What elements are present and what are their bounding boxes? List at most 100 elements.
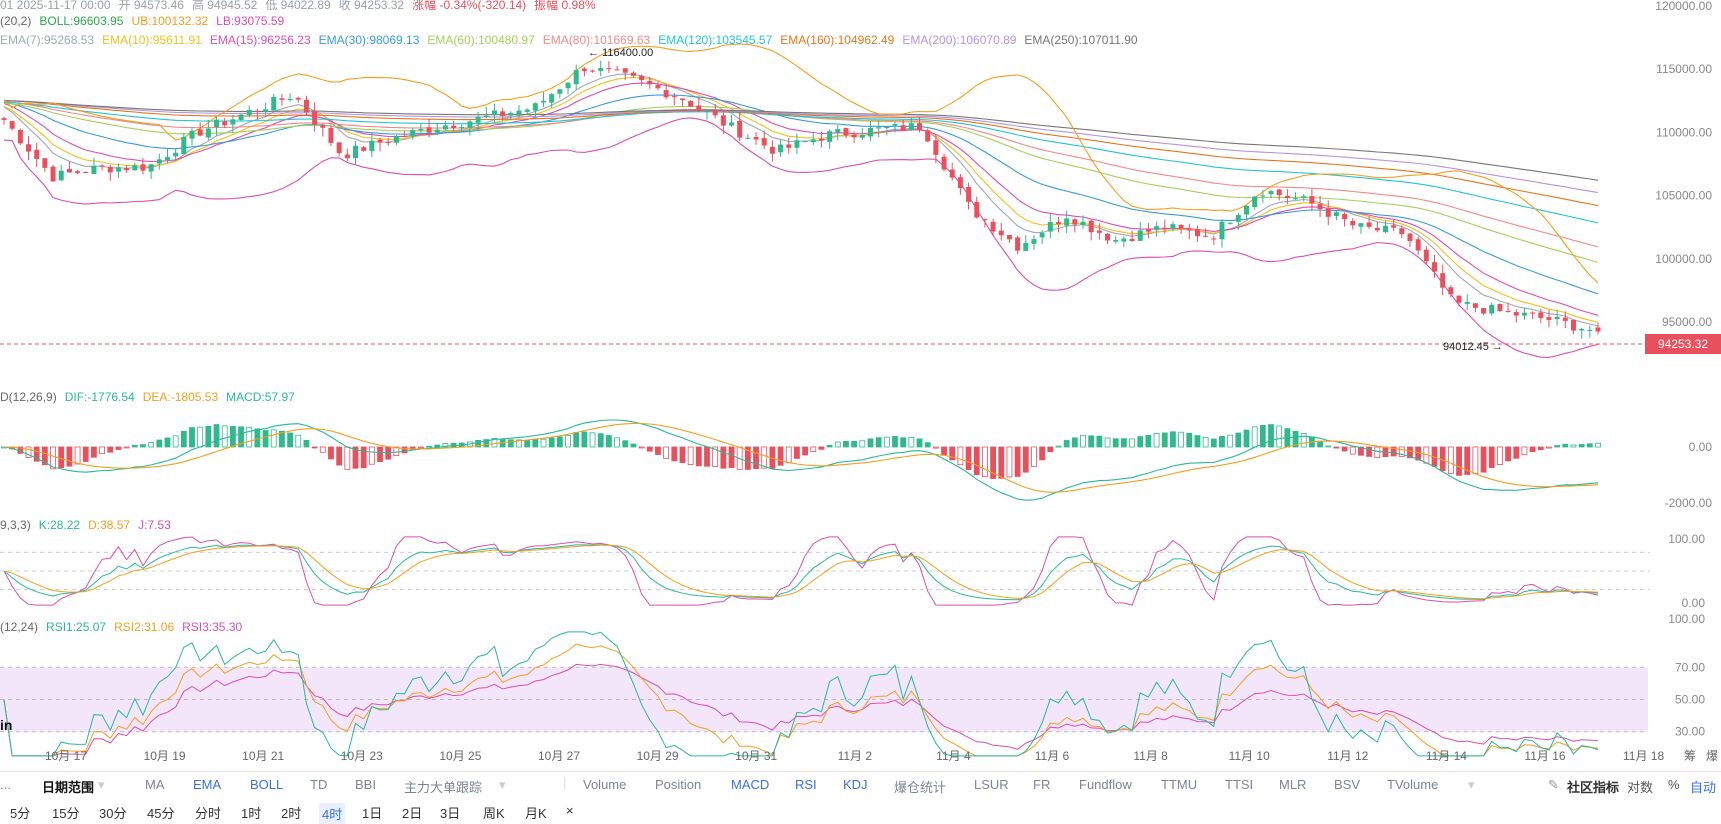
candle-body xyxy=(1080,221,1086,226)
percent-scale-toggle[interactable]: % xyxy=(1668,777,1680,792)
timeframe-6[interactable]: 2时 xyxy=(281,806,302,821)
macd-histogram-bar xyxy=(548,437,555,448)
macd-histogram-bar xyxy=(1022,446,1029,473)
macd-histogram-bar xyxy=(1227,434,1234,448)
macd-histogram-bar xyxy=(262,430,269,448)
candle-body xyxy=(1154,226,1160,230)
candle-body xyxy=(982,219,988,221)
timeframe-4[interactable]: 分时 xyxy=(195,806,222,821)
macd-value-0: D(12,26,9) xyxy=(0,390,57,404)
close-timeframe-icon[interactable]: × xyxy=(566,803,574,818)
macd-histogram-bar xyxy=(483,439,490,448)
ema-value-3: EMA(30):98069.13 xyxy=(318,33,420,47)
timeframe-0[interactable]: 5分 xyxy=(10,806,31,821)
macd-histogram-bar xyxy=(794,446,800,459)
macd-histogram-bar xyxy=(221,425,228,448)
macd-value-1: DIF:-1776.54 xyxy=(64,390,135,404)
candle-body xyxy=(573,70,579,85)
bbi-button[interactable]: BBI xyxy=(355,777,376,792)
timeframe-11[interactable]: 周K xyxy=(483,806,505,821)
macd-histogram-bar xyxy=(1488,446,1495,468)
macd-histogram-bar xyxy=(1120,438,1127,448)
timeframe-10[interactable]: 3日 xyxy=(440,806,461,821)
candle-body xyxy=(900,125,906,131)
indicator-ttmu[interactable]: TTMU xyxy=(1161,777,1198,792)
indicator-macd[interactable]: MACD xyxy=(731,777,770,792)
timeframe-8[interactable]: 1日 xyxy=(362,806,383,821)
candle-body xyxy=(1464,301,1470,304)
macd-histogram-bar xyxy=(164,437,171,448)
timeframe-12[interactable]: 月K xyxy=(525,806,547,821)
macd-histogram-bar xyxy=(1480,446,1487,473)
candle-body xyxy=(1276,189,1282,196)
macd-histogram-bar xyxy=(1039,446,1046,461)
indicator-position[interactable]: Position xyxy=(655,777,702,792)
kdj-value-2: D:38.57 xyxy=(88,518,131,532)
macd-histogram-bar xyxy=(818,446,825,450)
macd-histogram-bar xyxy=(826,444,833,448)
macd-histogram-bar xyxy=(434,444,441,448)
candle-body xyxy=(418,129,424,131)
indicator-bsv[interactable]: BSV xyxy=(1334,777,1361,792)
auto-scale-toggle[interactable]: 自动 xyxy=(1690,780,1717,795)
candle-body xyxy=(1105,233,1111,241)
macd-histogram-bar xyxy=(1390,446,1397,457)
main-order-tracking-button[interactable]: 主力大单跟踪 xyxy=(404,780,483,795)
indicator-kdj[interactable]: KDJ xyxy=(843,777,868,792)
candle-body xyxy=(565,82,571,89)
macd-histogram-bar xyxy=(279,430,285,448)
indicator-rsi[interactable]: RSI xyxy=(795,777,817,792)
macd-histogram-bar xyxy=(475,439,482,448)
chart-canvas[interactable]: 120000.00 115000.00 110000.00 105000.00 1000… xyxy=(0,0,1721,771)
current-price-tag: 94253.32 xyxy=(1645,334,1721,354)
candle-body xyxy=(1595,327,1601,332)
indicator-fundflow[interactable]: Fundflow xyxy=(1079,777,1132,792)
macd-histogram-bar xyxy=(932,446,939,449)
timeframe-2[interactable]: 30分 xyxy=(99,806,127,821)
macd-histogram-bar xyxy=(1300,432,1307,448)
indicator-fr[interactable]: FR xyxy=(1033,777,1051,792)
ema-button[interactable]: EMA xyxy=(193,777,222,792)
macd-histogram-bar xyxy=(744,446,751,470)
timeframe-5[interactable]: 1时 xyxy=(241,806,262,821)
indicator-lsur[interactable]: LSUR xyxy=(974,777,1009,792)
date-range-button[interactable]: 日期范围 xyxy=(42,780,95,795)
ma-button[interactable]: MA xyxy=(145,777,165,792)
macd-histogram-bar xyxy=(1243,429,1250,448)
macd-histogram-bar xyxy=(704,446,710,467)
macd-histogram-bar xyxy=(753,446,759,470)
rsi-value-1: RSI1:25.07 xyxy=(46,620,107,634)
macd-histogram-bar xyxy=(1456,446,1462,476)
macd-histogram-bar xyxy=(107,446,114,453)
rsi-value-3: RSI3:35.30 xyxy=(182,620,243,634)
candle-body xyxy=(377,139,383,143)
candle-body xyxy=(1382,225,1388,233)
macd-histogram-bar xyxy=(883,436,890,448)
candle-body xyxy=(1513,312,1519,316)
timeframe-9[interactable]: 2日 xyxy=(402,806,423,821)
macd-histogram-bar xyxy=(1104,437,1111,448)
toolbar-more[interactable]: ... xyxy=(0,777,11,792)
date-axis-label: 10月 23 xyxy=(341,749,383,763)
indicator-ttsi[interactable]: TTSI xyxy=(1225,777,1254,792)
indicator-liquidation-stats[interactable]: 爆仓统计 xyxy=(894,780,947,795)
candle-body xyxy=(83,172,89,174)
macd-info-line: D(12,26,9) DIF:-1776.54 DEA:-1805.53 MACD:5… xyxy=(0,390,303,404)
timeframe-1[interactable]: 15分 xyxy=(52,806,80,821)
candle-body xyxy=(753,137,759,140)
boll-button[interactable]: BOLL xyxy=(250,777,284,792)
timeframe-7[interactable]: 4时 xyxy=(319,803,346,824)
indicator-tvolume[interactable]: TVolume xyxy=(1387,777,1439,792)
td-button[interactable]: TD xyxy=(310,777,328,792)
log-scale-toggle[interactable]: 对数 xyxy=(1627,780,1654,795)
timeframe-3[interactable]: 45分 xyxy=(147,806,175,821)
community-indicators-button[interactable]: 社区指标 xyxy=(1567,780,1620,795)
indicator-mlr[interactable]: MLR xyxy=(1279,777,1307,792)
ema-value-8: EMA(200):106070.89 xyxy=(902,33,1017,47)
candle-body xyxy=(107,166,113,173)
indicator-volume[interactable]: Volume xyxy=(583,777,627,792)
date-axis-label: 11月 14 xyxy=(1426,749,1467,763)
candle-body xyxy=(58,170,64,181)
macd-histogram-bar xyxy=(785,446,792,464)
watermark-text: in xyxy=(0,717,12,733)
